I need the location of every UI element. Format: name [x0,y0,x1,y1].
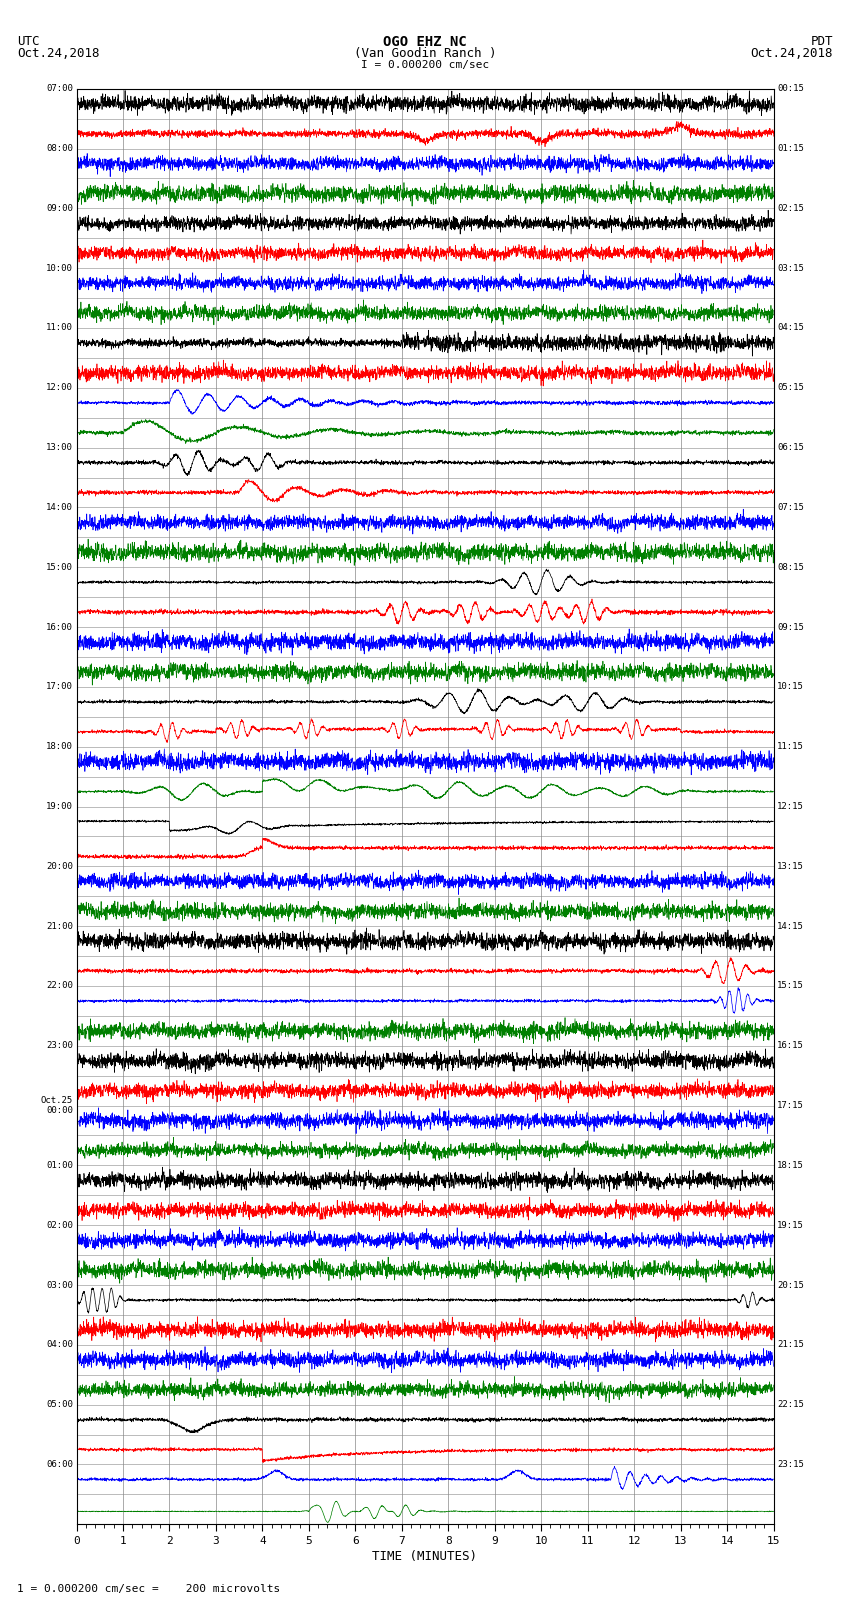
Text: 20:15: 20:15 [777,1281,804,1289]
Text: 12:00: 12:00 [46,384,73,392]
Text: 18:15: 18:15 [777,1161,804,1169]
Text: 20:00: 20:00 [46,861,73,871]
Text: I = 0.000200 cm/sec: I = 0.000200 cm/sec [361,60,489,69]
Text: 05:15: 05:15 [777,384,804,392]
Text: (Van Goodin Ranch ): (Van Goodin Ranch ) [354,47,496,60]
Text: 10:15: 10:15 [777,682,804,692]
Text: 17:15: 17:15 [777,1102,804,1110]
Text: 18:00: 18:00 [46,742,73,752]
Text: 19:00: 19:00 [46,802,73,811]
Text: 01:00: 01:00 [46,1161,73,1169]
Text: 02:15: 02:15 [777,203,804,213]
Text: 16:00: 16:00 [46,623,73,632]
Text: 00:15: 00:15 [777,84,804,94]
Text: 19:15: 19:15 [777,1221,804,1229]
Text: 1 = 0.000200 cm/sec =    200 microvolts: 1 = 0.000200 cm/sec = 200 microvolts [17,1584,280,1594]
Text: 13:00: 13:00 [46,444,73,452]
Text: 21:15: 21:15 [777,1340,804,1350]
Text: 16:15: 16:15 [777,1042,804,1050]
Text: 02:00: 02:00 [46,1221,73,1229]
Text: 11:15: 11:15 [777,742,804,752]
X-axis label: TIME (MINUTES): TIME (MINUTES) [372,1550,478,1563]
Text: 03:15: 03:15 [777,263,804,273]
Text: 14:00: 14:00 [46,503,73,511]
Text: 14:15: 14:15 [777,921,804,931]
Text: Oct.25
00:00: Oct.25 00:00 [41,1095,73,1115]
Text: 04:00: 04:00 [46,1340,73,1350]
Text: 11:00: 11:00 [46,324,73,332]
Text: 23:15: 23:15 [777,1460,804,1469]
Text: 17:00: 17:00 [46,682,73,692]
Text: Oct.24,2018: Oct.24,2018 [751,47,833,60]
Text: 01:15: 01:15 [777,144,804,153]
Text: 06:15: 06:15 [777,444,804,452]
Text: 23:00: 23:00 [46,1042,73,1050]
Text: 08:15: 08:15 [777,563,804,571]
Text: 21:00: 21:00 [46,921,73,931]
Text: UTC: UTC [17,35,39,48]
Text: 15:00: 15:00 [46,563,73,571]
Text: Oct.24,2018: Oct.24,2018 [17,47,99,60]
Text: 03:00: 03:00 [46,1281,73,1289]
Text: 07:00: 07:00 [46,84,73,94]
Text: 06:00: 06:00 [46,1460,73,1469]
Text: 12:15: 12:15 [777,802,804,811]
Text: OGO EHZ NC: OGO EHZ NC [383,35,467,50]
Text: 05:00: 05:00 [46,1400,73,1410]
Text: 04:15: 04:15 [777,324,804,332]
Text: 09:00: 09:00 [46,203,73,213]
Text: 22:00: 22:00 [46,981,73,990]
Text: 07:15: 07:15 [777,503,804,511]
Text: 09:15: 09:15 [777,623,804,632]
Text: PDT: PDT [811,35,833,48]
Text: 15:15: 15:15 [777,981,804,990]
Text: 13:15: 13:15 [777,861,804,871]
Text: 10:00: 10:00 [46,263,73,273]
Text: 08:00: 08:00 [46,144,73,153]
Text: 22:15: 22:15 [777,1400,804,1410]
